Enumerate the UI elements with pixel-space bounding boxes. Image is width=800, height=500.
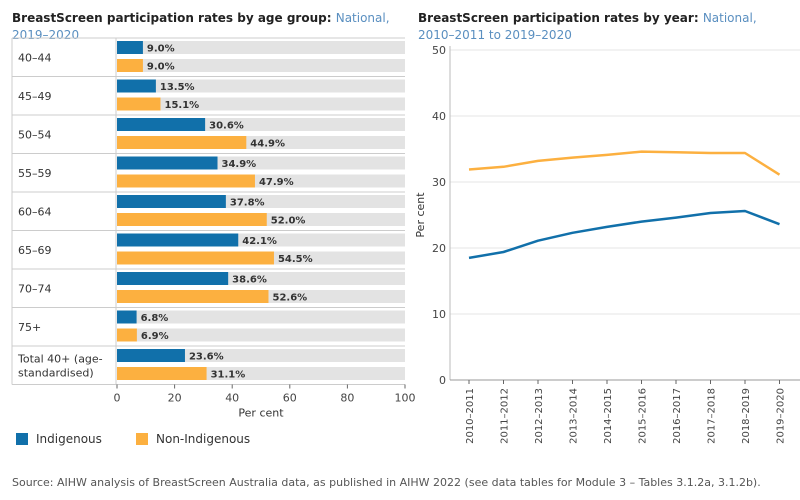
bar-value-label: 54.5% bbox=[278, 254, 313, 265]
bar-indigenous bbox=[117, 79, 156, 93]
y-tick-label: 30 bbox=[432, 176, 446, 189]
bar-value-label: 30.6% bbox=[209, 121, 244, 132]
bar-non-indigenous bbox=[117, 174, 255, 188]
bar-value-label: 9.0% bbox=[147, 62, 175, 73]
bar-value-label: 44.9% bbox=[250, 139, 285, 150]
y-tick-label: 10 bbox=[432, 308, 446, 321]
bar-chart: 40–44 9.0% 9.0% 45–49 13.5% 15.1% 50–54 30.6% 44… bbox=[11, 37, 416, 420]
bar-value-label: 47.9% bbox=[259, 177, 294, 188]
bar-indigenous bbox=[117, 349, 185, 362]
x-tick-label: 100 bbox=[395, 392, 416, 405]
category-label: 70–74 bbox=[18, 282, 52, 295]
bar-chart-title-main: BreastScreen participation rates by age … bbox=[12, 11, 332, 25]
x-tick-label: 2019–2020 bbox=[776, 388, 787, 444]
series-line-indigenous bbox=[468, 209, 780, 260]
y-tick-label: 40 bbox=[432, 110, 446, 123]
bar-non-indigenous bbox=[117, 251, 274, 265]
legend-swatch-indigenous bbox=[16, 433, 28, 445]
category-label: 75+ bbox=[18, 321, 41, 334]
y-tick-label: 20 bbox=[432, 242, 446, 255]
bar-value-label: 13.5% bbox=[160, 82, 195, 93]
bar-value-label: 37.8% bbox=[230, 198, 265, 209]
source-note: Source: AIHW analysis of BreastScreen Au… bbox=[12, 476, 761, 489]
x-tick-label: 0 bbox=[114, 392, 121, 405]
category-label: 60–64 bbox=[18, 205, 52, 218]
bar-value-label: 52.0% bbox=[271, 216, 306, 227]
bar-non-indigenous bbox=[117, 213, 267, 226]
legend-swatch-non-indigenous bbox=[136, 433, 148, 445]
x-tick-label: 2013–2014 bbox=[569, 388, 580, 444]
bar-value-label: 9.0% bbox=[147, 44, 175, 55]
category-label: 40–44 bbox=[18, 51, 52, 64]
y-tick-label: 0 bbox=[439, 374, 446, 387]
legend-label-indigenous: Indigenous bbox=[36, 432, 102, 446]
line-chart-title-main: BreastScreen participation rates by year… bbox=[418, 11, 699, 25]
bar-value-label: 15.1% bbox=[164, 100, 199, 111]
bar-non-indigenous bbox=[117, 136, 247, 149]
x-tick-label: 2016–2017 bbox=[672, 388, 683, 444]
bar-value-label: 23.6% bbox=[189, 352, 224, 363]
x-tick-label: 40 bbox=[225, 392, 239, 405]
bar-track bbox=[117, 79, 405, 93]
x-tick-label: 2018–2019 bbox=[741, 388, 752, 444]
bar-non-indigenous bbox=[117, 328, 137, 342]
bar-indigenous bbox=[117, 195, 226, 208]
y-tick-label: 50 bbox=[432, 44, 446, 57]
legend-non-indigenous: Non-Indigenous bbox=[136, 432, 250, 446]
bar-non-indigenous bbox=[117, 59, 143, 72]
bar-value-label: 31.1% bbox=[211, 370, 246, 381]
bar-non-indigenous bbox=[117, 97, 161, 111]
x-tick-label: 20 bbox=[168, 392, 182, 405]
bar-track bbox=[117, 97, 405, 111]
line-chart-subtitle: National, 2010–2011 to 2019–2020 bbox=[418, 11, 757, 42]
bar-track bbox=[117, 328, 405, 342]
bar-indigenous bbox=[117, 41, 143, 54]
category-label: 65–69 bbox=[18, 244, 52, 257]
x-tick-label: 2014–2015 bbox=[603, 388, 614, 444]
x-axis-label: Per cent bbox=[238, 407, 284, 420]
x-tick-label: 2015–2016 bbox=[638, 388, 649, 444]
bar-value-label: 42.1% bbox=[242, 236, 277, 247]
bar-track bbox=[117, 349, 405, 362]
x-tick-label: 80 bbox=[340, 392, 354, 405]
series-line-non-indigenous bbox=[468, 150, 781, 176]
bar-indigenous bbox=[117, 233, 239, 247]
bar-indigenous bbox=[117, 156, 218, 170]
bar-track bbox=[117, 310, 405, 324]
legend-indigenous: Indigenous bbox=[16, 432, 102, 446]
bar-non-indigenous bbox=[117, 367, 207, 380]
bar-value-label: 6.9% bbox=[141, 331, 169, 342]
bar-value-label: 52.6% bbox=[272, 293, 307, 304]
bar-value-label: 6.8% bbox=[141, 313, 169, 324]
y-axis-label: Per cent bbox=[414, 192, 427, 238]
x-tick-label: 2010–2011 bbox=[465, 388, 476, 444]
bar-indigenous bbox=[117, 310, 137, 324]
x-tick-label: 60 bbox=[283, 392, 297, 405]
bar-track bbox=[117, 59, 405, 72]
x-tick-label: 2017–2018 bbox=[707, 388, 718, 444]
bar-indigenous bbox=[117, 118, 206, 131]
category-label: 45–49 bbox=[18, 90, 52, 103]
line-chart-title: BreastScreen participation rates by year… bbox=[418, 10, 788, 44]
legend-label-non-indigenous: Non-Indigenous bbox=[156, 432, 251, 446]
category-label: Total 40+ (age-standardised) bbox=[17, 352, 103, 379]
bar-track bbox=[117, 41, 405, 54]
category-label: 50–54 bbox=[18, 128, 52, 141]
bar-value-label: 34.9% bbox=[222, 159, 257, 170]
bar-value-label: 38.6% bbox=[232, 275, 267, 286]
line-chart: 0 10 20 30 40 50 Per cent 2010–2011 2011–2012 201… bbox=[414, 44, 800, 444]
x-tick-label: 2012–2013 bbox=[534, 388, 545, 444]
bar-non-indigenous bbox=[117, 290, 269, 303]
x-tick-label: 2011–2012 bbox=[500, 388, 511, 444]
category-label: 55–59 bbox=[18, 167, 52, 180]
bar-indigenous bbox=[117, 272, 229, 285]
